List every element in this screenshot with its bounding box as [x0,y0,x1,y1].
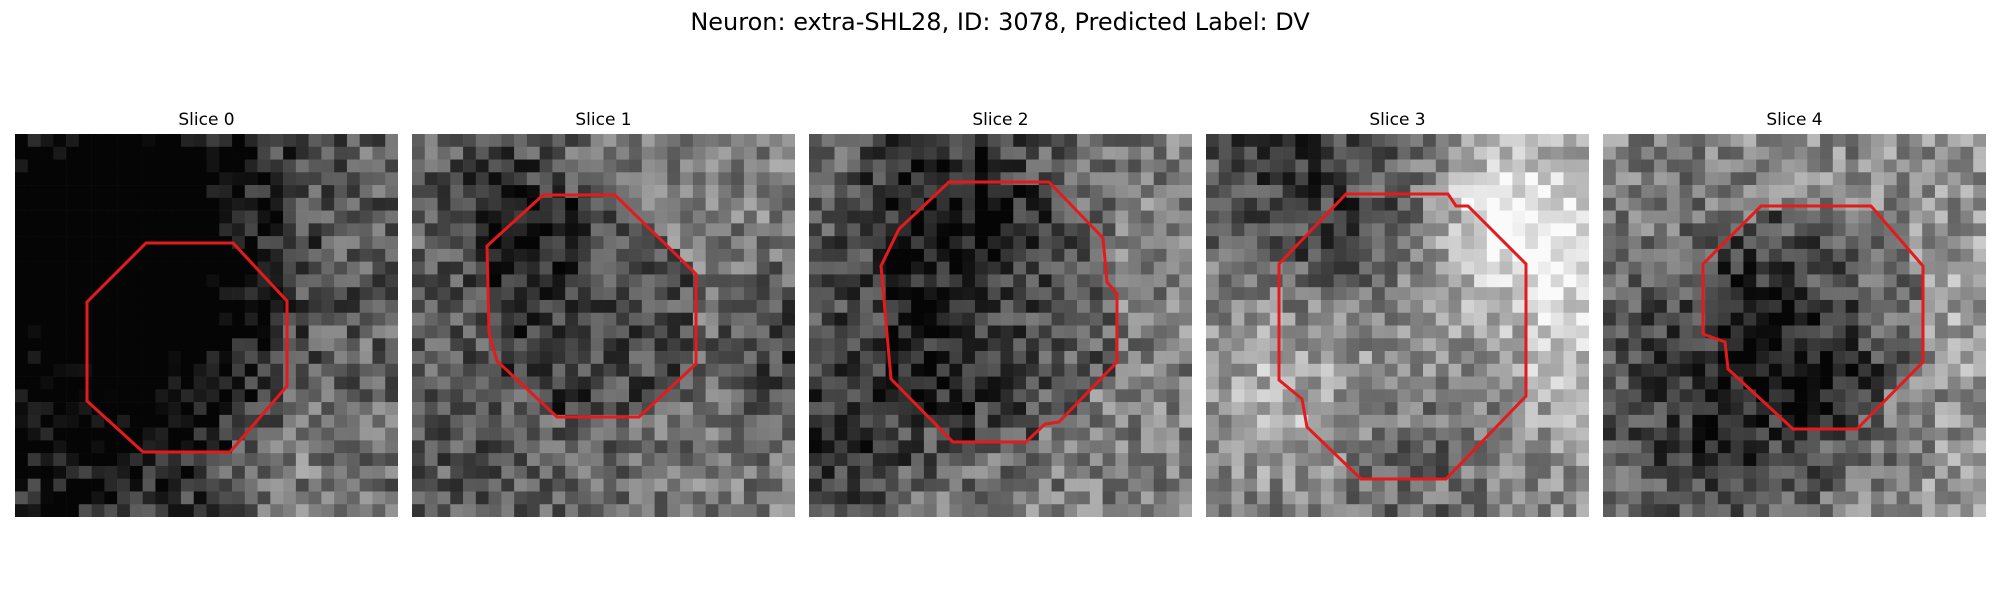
slice-pixels-0 [15,134,398,517]
roi-outline-0 [85,241,289,454]
slice-panel-3: Slice 3 [1206,108,1589,518]
roi-outline-3 [1277,192,1528,481]
slice-image-1 [412,134,795,517]
slice-pixels-2 [809,134,1192,517]
roi-outline-2 [879,180,1119,444]
slice-panel-0: Slice 0 [15,108,398,518]
slice-panel-4: Slice 4 [1603,108,1986,518]
slice-pixels-3 [1206,134,1589,517]
slice-panel-2: Slice 2 [809,108,1192,518]
slice-title-1: Slice 1 [575,110,632,130]
slice-title-4: Slice 4 [1766,110,1823,130]
slice-pixels-4 [1603,134,1986,517]
slice-image-3 [1206,134,1589,517]
slice-image-2 [809,134,1192,517]
slice-title-2: Slice 2 [972,110,1029,130]
slice-title-0: Slice 0 [178,110,235,130]
slice-title-3: Slice 3 [1369,110,1426,130]
figure-title: Neuron: extra-SHL28, ID: 3078, Predicted… [690,8,1310,36]
slice-panel-1: Slice 1 [412,108,795,518]
slice-pixels-1 [412,134,795,517]
slice-image-4 [1603,134,1986,517]
roi-outline-4 [1701,204,1925,431]
roi-outline-1 [485,193,698,419]
slice-image-0 [15,134,398,517]
